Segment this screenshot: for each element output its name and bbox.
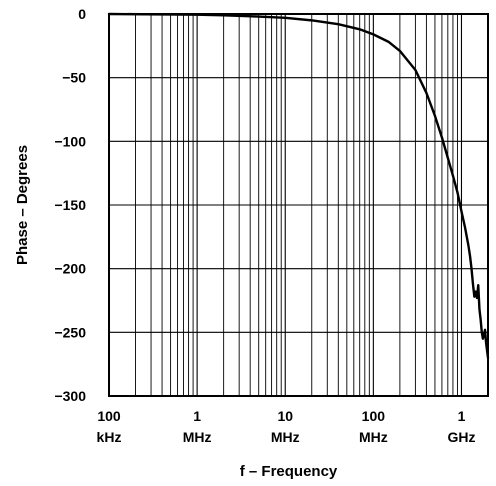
x-tick-unit: MHz	[183, 429, 212, 445]
x-tick-label: 1	[193, 408, 201, 424]
y-tick-label: −50	[62, 70, 86, 86]
y-tick-label: −200	[54, 261, 86, 277]
x-tick-label: 10	[277, 408, 293, 424]
x-axis-label: f – Frequency	[240, 463, 338, 480]
y-axis-label: Phase – Degrees	[14, 145, 31, 265]
phase-series-line	[107, 12, 490, 359]
x-tick-unit: kHz	[97, 429, 122, 445]
x-tick-unit: MHz	[359, 429, 388, 445]
y-tick-label: −100	[54, 133, 86, 149]
grid	[108, 13, 489, 397]
x-tick-label: 100	[362, 408, 386, 424]
y-tick-label: 0	[78, 6, 86, 22]
y-axis-ticks: 0 −50 −100 −150 −200 −250 −300	[54, 6, 86, 404]
y-tick-label: −250	[54, 324, 86, 340]
y-tick-label: −300	[54, 388, 86, 404]
x-tick-label: 1	[458, 408, 466, 424]
plot-frame	[108, 13, 489, 397]
y-tick-label: −150	[54, 197, 86, 213]
series-layer	[107, 12, 490, 359]
x-axis-ticks: 100 kHz 1 MHz 10 MHz 100 MHz 1 GHz	[97, 408, 476, 445]
x-tick-unit: GHz	[447, 429, 475, 445]
x-tick-unit: MHz	[271, 429, 300, 445]
x-tick-label: 100	[97, 408, 121, 424]
